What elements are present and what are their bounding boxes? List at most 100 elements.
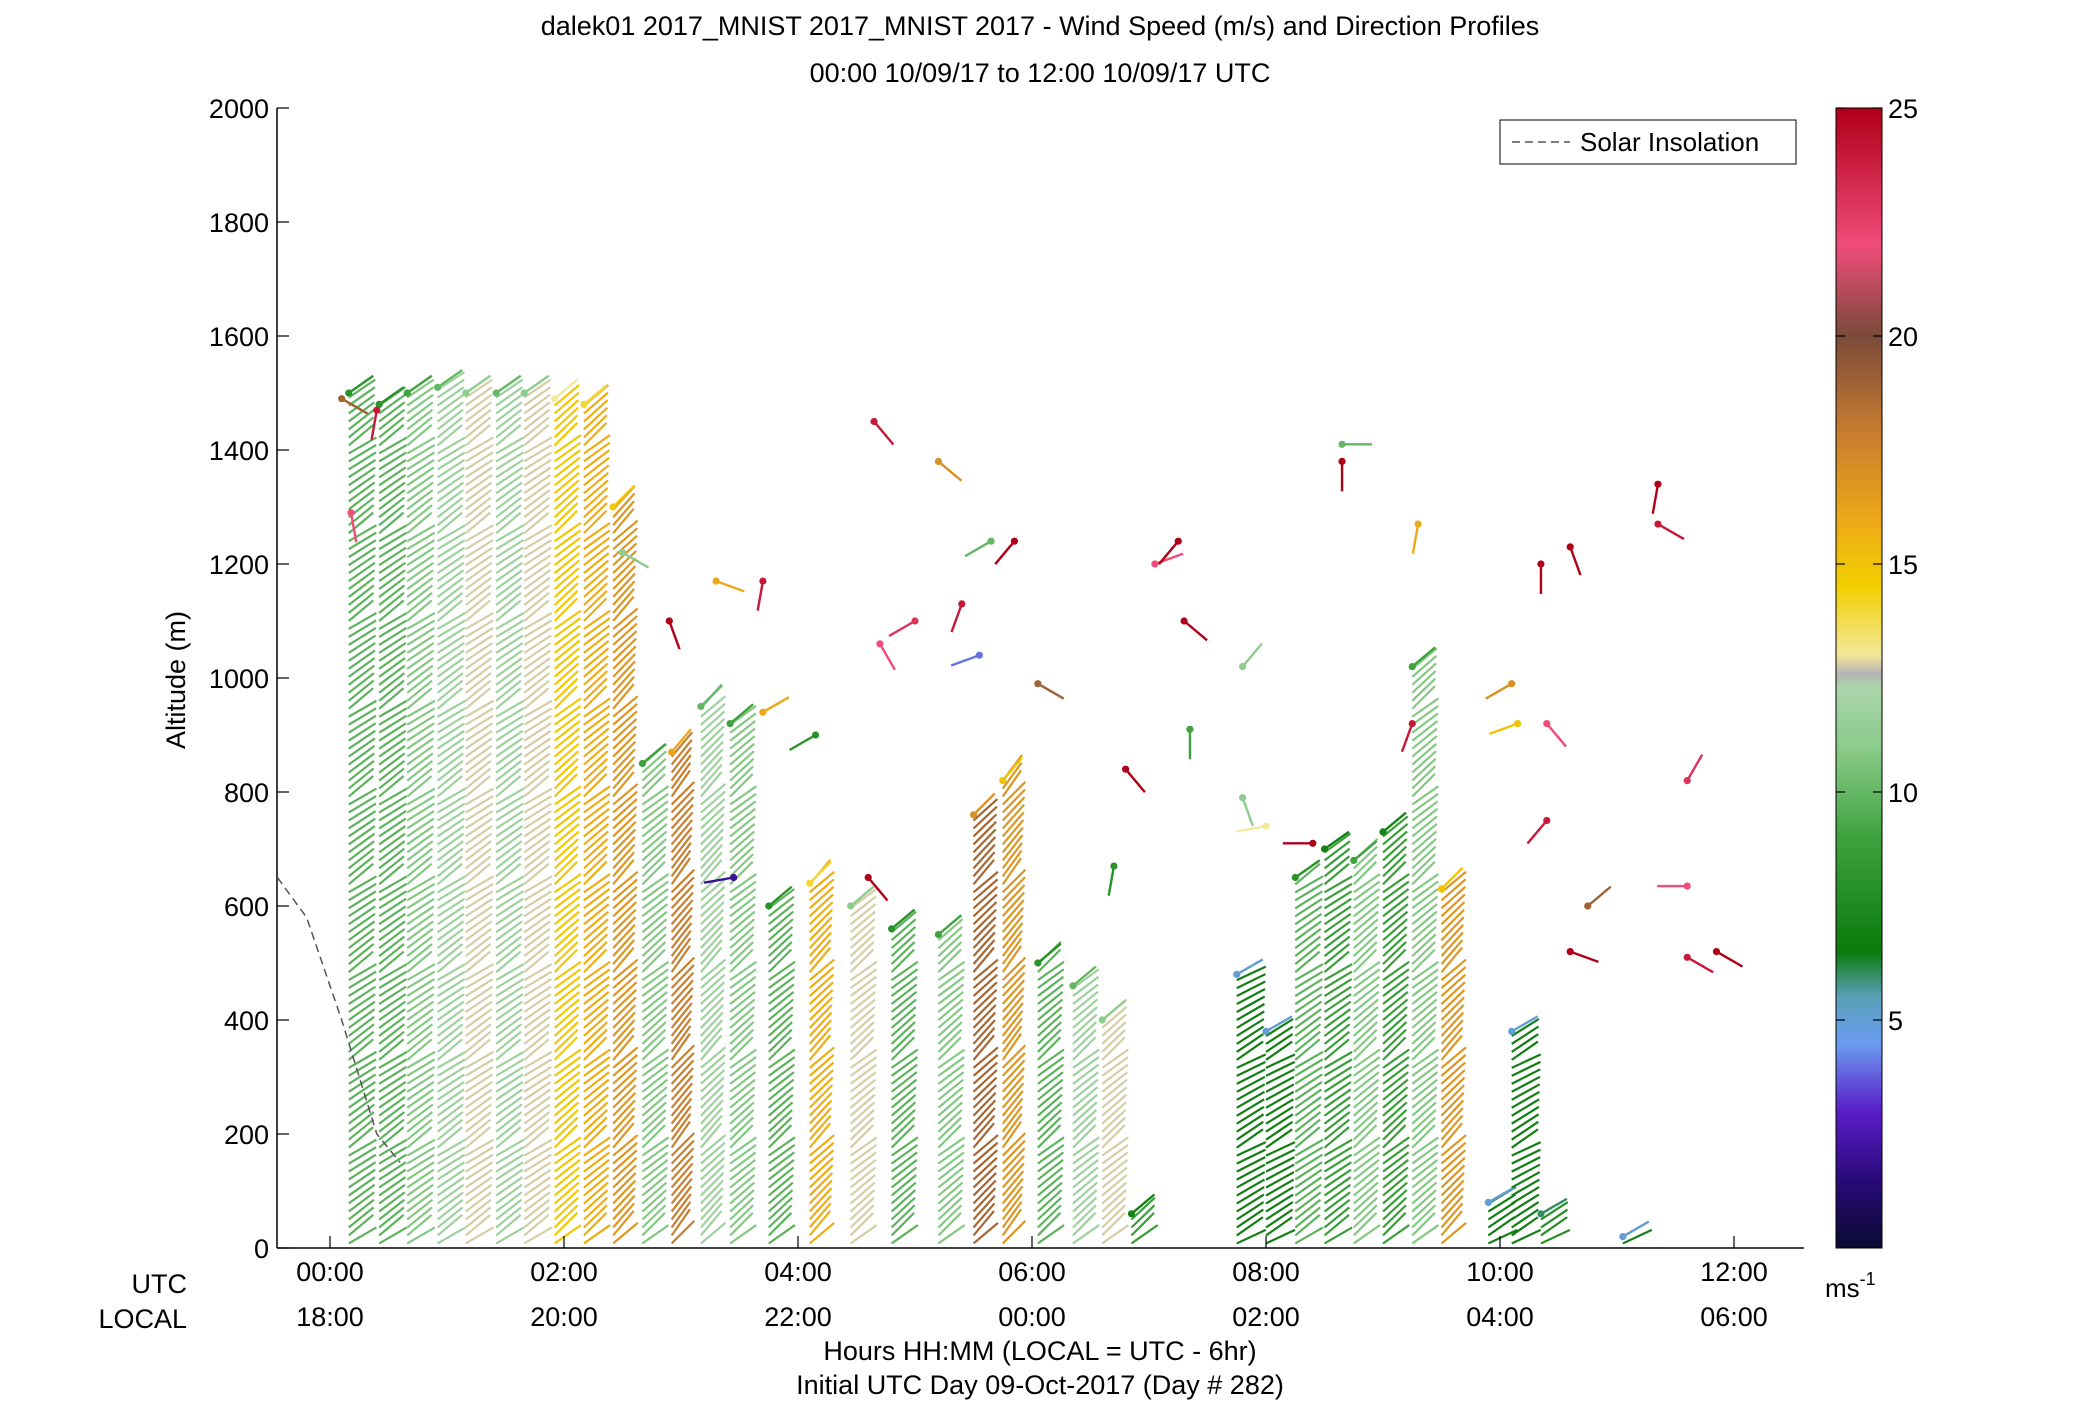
barb-staff: [1294, 1161, 1323, 1181]
barb-staff: [700, 1222, 727, 1245]
profile-barb: [700, 790, 726, 814]
profile-barb: [1411, 792, 1439, 814]
profile-barb: [583, 925, 609, 949]
profile-barb: [890, 941, 916, 965]
barb-staff: [937, 1086, 964, 1109]
barb-staff: [1101, 1166, 1128, 1189]
profile-barb: [849, 1006, 876, 1029]
barb-staff: [612, 939, 635, 965]
barb-staff: [583, 765, 608, 790]
barb-staff: [1001, 762, 1023, 790]
profile-barb: [1440, 931, 1464, 957]
profile-barb: [406, 393, 434, 415]
profile-barb: [1323, 1138, 1353, 1157]
profile-barb: [808, 1069, 834, 1093]
profile-barb: [437, 897, 466, 918]
profile-barb: [465, 1111, 492, 1133]
profile-barb: [348, 451, 377, 471]
barb-staff: [972, 813, 998, 838]
profile-top-barb: [1350, 840, 1378, 865]
barb-staff: [523, 679, 550, 702]
barb-staff: [465, 416, 492, 439]
barb-origin-dot: [911, 617, 919, 625]
profile-barb: [1001, 922, 1024, 949]
barb-staff: [523, 1183, 551, 1205]
profile-barb: [348, 539, 377, 559]
barb-staff: [583, 925, 609, 949]
barb-staff: [406, 1065, 435, 1085]
profile-barb: [495, 539, 524, 559]
profile-barb: [553, 456, 581, 479]
barb-staff: [1265, 1178, 1295, 1197]
barb-staff: [348, 714, 377, 734]
barb-staff: [612, 805, 638, 830]
profile-barb: [523, 443, 553, 463]
profile-barb: [465, 401, 492, 423]
profile-barb: [641, 773, 666, 798]
barb-staff: [406, 664, 434, 686]
profile-barb: [406, 496, 434, 519]
barb-staff: [465, 985, 494, 1005]
profile-barb: [670, 1052, 695, 1077]
profile-barb: [1001, 971, 1026, 997]
profile-barb: [583, 1006, 609, 1029]
barb-staff: [378, 584, 406, 606]
barb-origin-dot: [375, 400, 383, 408]
barb-staff: [641, 1021, 667, 1045]
profile-barb: [437, 890, 466, 910]
barb-staff: [972, 870, 999, 894]
profile-barb: [495, 576, 523, 598]
barb-staff: [553, 617, 582, 638]
barb-staff: [994, 540, 1016, 565]
profile-barb: [849, 1181, 876, 1205]
barb-staff: [1411, 903, 1438, 926]
profile-barb: [612, 836, 636, 862]
profile-barb: [1411, 910, 1438, 934]
profile-barb: [1294, 1080, 1323, 1101]
profile-barb: [1440, 1091, 1465, 1117]
profile-barb: [406, 378, 435, 399]
barb-staff: [553, 983, 581, 1005]
barb-staff: [523, 744, 551, 766]
profile-barb: [670, 945, 691, 973]
profile-barb: [465, 531, 494, 551]
profile-barb: [406, 943, 433, 965]
barb-staff: [641, 1086, 668, 1109]
profile-barb: [808, 1027, 832, 1053]
barb-staff: [849, 1151, 877, 1173]
profile-barb: [378, 576, 406, 598]
barb-staff: [583, 589, 608, 614]
barb-staff: [729, 705, 757, 726]
barb-staff: [437, 386, 465, 407]
barb-staff: [700, 908, 725, 933]
profile-barb: [1130, 1212, 1155, 1237]
profile-barb: [700, 1054, 726, 1077]
profile-barb: [767, 1109, 793, 1133]
barb-staff: [937, 1048, 966, 1069]
barb-staff: [378, 825, 406, 846]
barb-staff: [1072, 1124, 1097, 1149]
profile-barb: [1440, 916, 1465, 941]
barb-staff: [767, 1109, 793, 1133]
profile-barb: [406, 592, 433, 614]
barb-staff: [465, 737, 493, 758]
barb-staff: [1101, 1109, 1127, 1133]
profile-barb: [729, 785, 757, 806]
barb-staff: [583, 670, 609, 694]
barb-staff: [1323, 1088, 1352, 1109]
profile-barb: [612, 550, 637, 574]
barb-staff: [378, 687, 405, 710]
profile-barb: [1411, 960, 1440, 982]
barb-staff: [553, 509, 579, 534]
barb-staff: [465, 802, 494, 822]
profile-barb: [436, 393, 465, 415]
barb-staff: [1511, 1015, 1539, 1033]
barb-staff: [850, 968, 878, 989]
profile-barb: [583, 757, 609, 782]
barb-staff: [378, 729, 407, 750]
profile-barb: [1101, 1181, 1128, 1205]
profile-barb: [1265, 1105, 1294, 1125]
profile-barb: [1001, 1025, 1023, 1053]
profile-barb: [670, 1193, 692, 1221]
profile-barb: [1411, 1189, 1437, 1213]
